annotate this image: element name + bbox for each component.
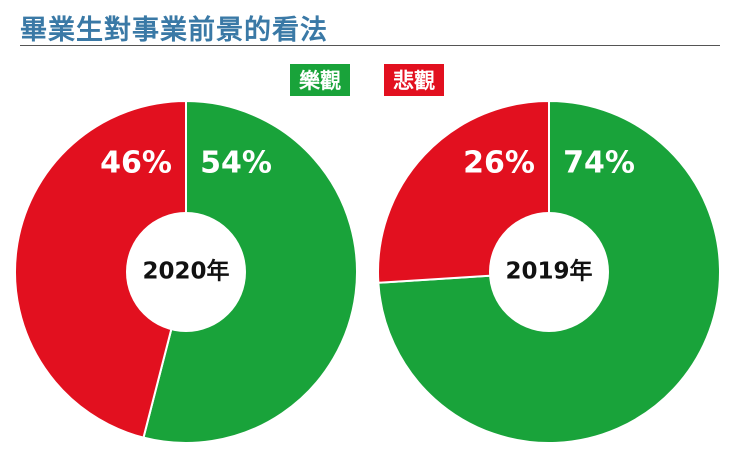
legend-pessimistic: 悲觀: [384, 64, 444, 96]
legend-optimistic: 樂觀: [290, 64, 350, 96]
slice-label-2-1: 74%: [563, 146, 635, 181]
title-divider: [20, 45, 720, 46]
chart-title: 畢業生對事業前景的看法: [20, 15, 328, 46]
center-year-label-2: 2019年: [505, 258, 592, 285]
donut-hole-2: [489, 212, 609, 332]
donut-hole-1: [126, 212, 246, 332]
slice-label-2-2: 26%: [463, 146, 535, 181]
donut-slice-1-2: [13, 99, 187, 439]
slice-label-1-1: 54%: [200, 146, 272, 181]
slice-label-1-2: 46%: [100, 146, 172, 181]
center-year-label-1: 2020年: [142, 258, 229, 285]
donut-slice-1-1: [142, 99, 358, 444]
